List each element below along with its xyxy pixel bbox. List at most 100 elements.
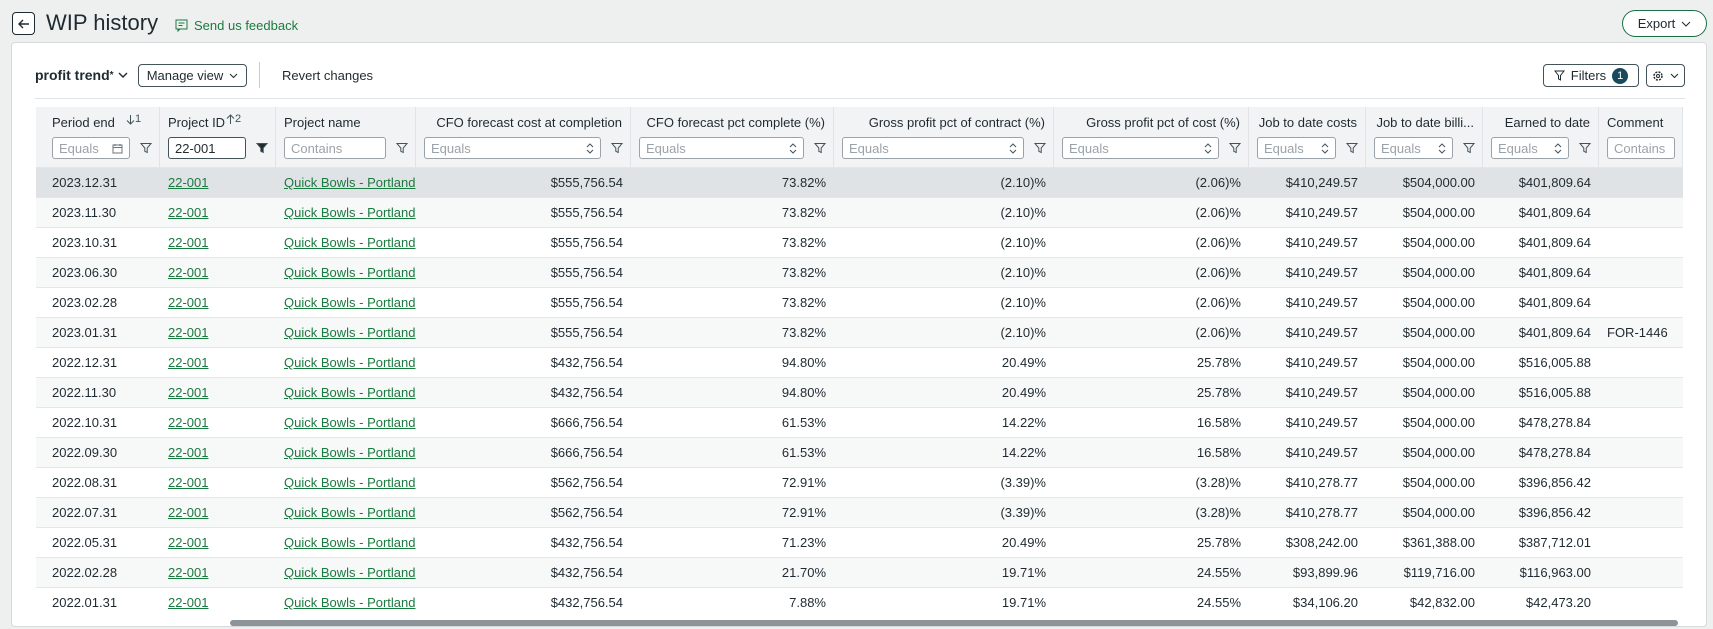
table-cell: $516,005.88 [1483,348,1599,378]
filter-placeholder[interactable]: Equals [1498,140,1538,156]
cell-link[interactable]: Quick Bowls - Portland [284,235,416,250]
cell-link[interactable]: 22-001 [168,475,209,490]
cell-text: $410,249.57 [1285,355,1358,370]
table-cell: $401,809.64 [1483,198,1599,228]
filter-input[interactable]: Equals [639,137,804,159]
filter-value[interactable]: 22-001 [175,140,216,156]
cell-link[interactable]: Quick Bowls - Portland [284,415,416,430]
table-cell: $410,249.57 [1249,378,1366,408]
table-cell: 2023.10.31 [44,228,160,258]
cell-link[interactable]: Quick Bowls - Portland [284,385,416,400]
filter-input[interactable]: 22-001 [168,137,246,159]
cell-link[interactable]: 22-001 [168,505,209,520]
cell-link[interactable]: Quick Bowls - Portland [284,205,416,220]
cell-text: $504,000.00 [1402,355,1475,370]
cell-link[interactable]: Quick Bowls - Portland [284,475,416,490]
scroll-thumb[interactable] [230,620,1678,626]
cell-link[interactable]: 22-001 [168,415,209,430]
filter-placeholder[interactable]: Equals [1381,140,1421,156]
filter-placeholder[interactable]: Equals [59,140,99,156]
cell-link[interactable]: 22-001 [168,595,209,610]
cell-link[interactable]: Quick Bowls - Portland [284,295,416,310]
table-cell: 22-001 [160,288,276,318]
filter-input[interactable]: Equals [842,137,1024,159]
cell-link[interactable]: Quick Bowls - Portland [284,355,416,370]
cell-link[interactable]: 22-001 [168,295,209,310]
cell-text: 73.82% [781,265,826,280]
filter-input[interactable]: Equals [1062,137,1219,159]
scrollbar[interactable] [36,619,1683,627]
manage-view-button[interactable]: Manage view [138,64,247,87]
filter-placeholder[interactable]: Equals [431,140,471,156]
feedback-link[interactable]: Send us feedback [175,18,298,33]
table-cell: (2.10)% [834,168,1054,198]
table-cell: $410,278.77 [1249,498,1366,528]
cell-link[interactable]: Quick Bowls - Portland [284,595,416,610]
filter-input[interactable]: Equals [52,137,130,159]
filter-placeholder[interactable]: Contains [1614,140,1666,156]
cell-text: $410,249.57 [1285,235,1358,250]
filters-button[interactable]: Filters 1 [1543,64,1639,87]
cell-text: $516,005.88 [1518,355,1591,370]
settings-button[interactable] [1646,64,1685,87]
table-row: 2023.01.31 22-001 Quick Bowls - Portland $5… [36,317,1683,347]
cell-link[interactable]: 22-001 [168,385,209,400]
table-cell: 2022.11.30 [44,378,160,408]
filter-button[interactable] [1228,142,1242,154]
cell-text: 25.78% [1196,355,1241,370]
cell-link[interactable]: 22-001 [168,235,209,250]
cell-link[interactable]: 22-001 [168,535,209,550]
filter-button[interactable] [610,142,624,154]
filter-button[interactable] [813,142,827,154]
cell-text: $504,000.00 [1402,295,1475,310]
cell-link[interactable]: Quick Bowls - Portland [284,505,416,520]
filter-placeholder[interactable]: Equals [1069,140,1109,156]
column-header: Comment Contains [1599,107,1683,167]
cell-link[interactable]: 22-001 [168,265,209,280]
filter-button[interactable] [139,142,153,154]
table-cell: 2023.12.31 [44,168,160,198]
export-button[interactable]: Export [1622,10,1707,37]
table-cell: 25.78% [1054,348,1249,378]
table-cell: 71.23% [631,528,834,558]
cell-link[interactable]: Quick Bowls - Portland [284,175,416,190]
filter-button[interactable] [1345,142,1359,154]
revert-link[interactable]: Revert changes [282,68,374,83]
data-grid: Period end 1 Equals Project ID 2 22-001 Projec… [36,107,1683,616]
table-cell: $432,756.54 [416,348,631,378]
filter-placeholder[interactable]: Equals [1264,140,1304,156]
cell-link[interactable]: 22-001 [168,325,209,340]
cell-text: $410,249.57 [1285,415,1358,430]
filter-placeholder[interactable]: Contains [291,140,343,156]
filter-button[interactable] [395,142,409,154]
filter-button[interactable] [1462,142,1476,154]
cell-text: (2.10)% [1000,175,1046,190]
cell-link[interactable]: Quick Bowls - Portland [284,445,416,460]
filter-input[interactable]: Equals [1374,137,1453,159]
table-cell: Quick Bowls - Portland [276,258,416,288]
filter-placeholder[interactable]: Equals [646,140,686,156]
filter-button[interactable] [255,142,269,154]
table-cell: 22-001 [160,408,276,438]
cell-link[interactable]: Quick Bowls - Portland [284,565,416,580]
filter-input[interactable]: Contains [1607,137,1675,159]
filter-button[interactable] [1578,142,1592,154]
back-button[interactable] [12,12,35,35]
filter-placeholder[interactable]: Equals [849,140,889,156]
filter-input[interactable]: Equals [424,137,601,159]
view-selector[interactable]: profit trend * [35,67,128,83]
filter-input[interactable]: Equals [1491,137,1569,159]
cell-link[interactable]: 22-001 [168,355,209,370]
cell-link[interactable]: Quick Bowls - Portland [284,535,416,550]
cell-link[interactable]: 22-001 [168,565,209,580]
filter-button[interactable] [1033,142,1047,154]
table-cell: FOR-1446 [1599,318,1683,348]
cell-link[interactable]: 22-001 [168,445,209,460]
cell-link[interactable]: Quick Bowls - Portland [284,265,416,280]
filter-input[interactable]: Contains [284,137,386,159]
cell-link[interactable]: Quick Bowls - Portland [284,325,416,340]
cell-link[interactable]: 22-001 [168,205,209,220]
cell-text: (2.10)% [1000,235,1046,250]
filter-input[interactable]: Equals [1257,137,1336,159]
cell-link[interactable]: 22-001 [168,175,209,190]
